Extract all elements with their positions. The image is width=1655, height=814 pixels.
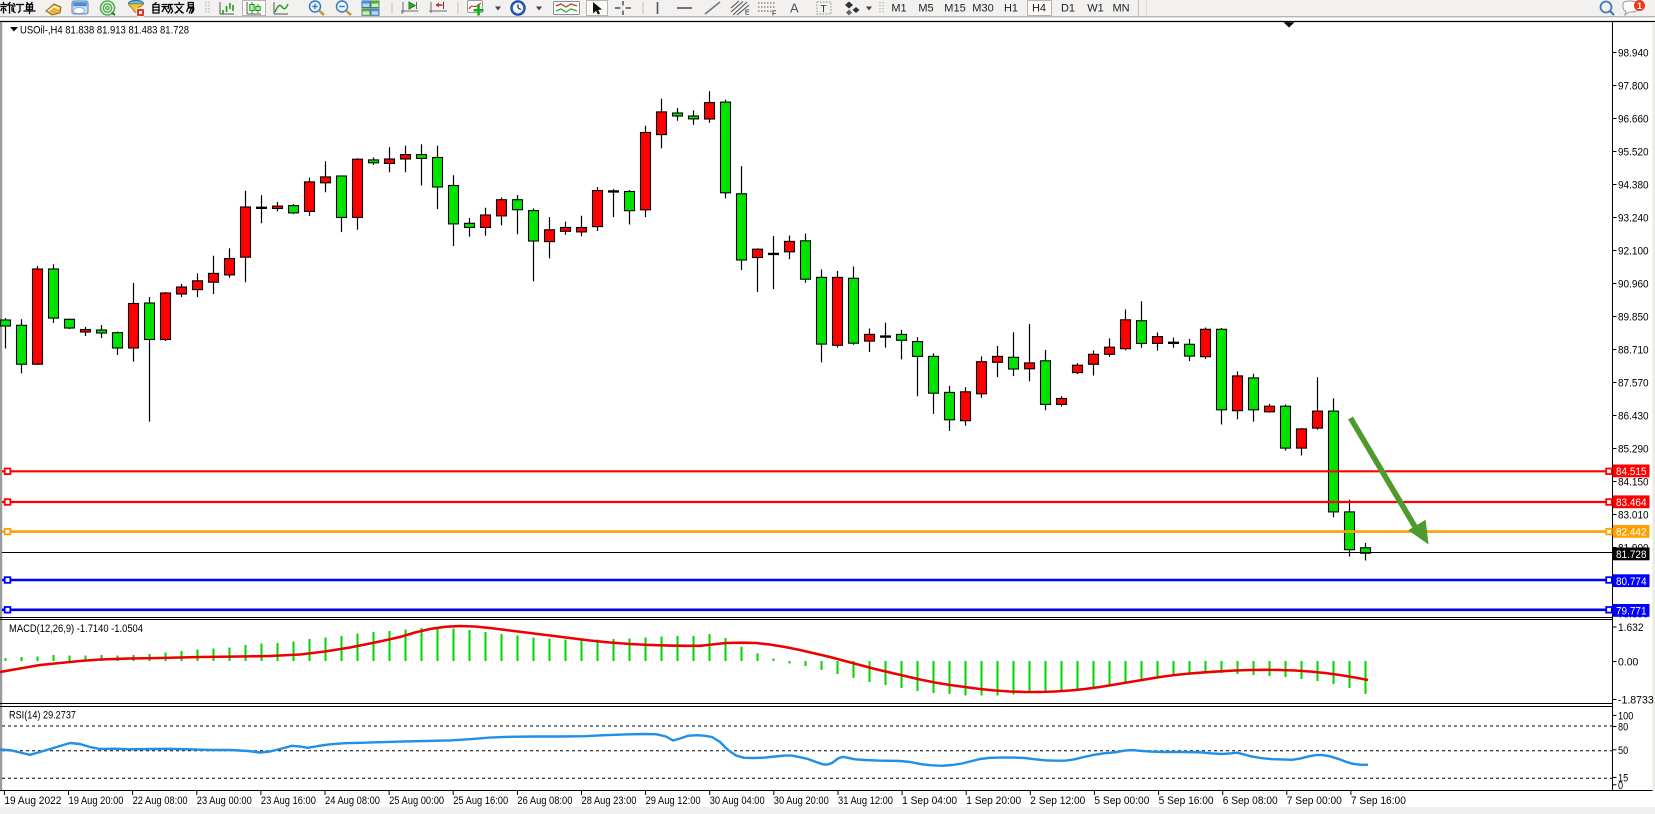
svg-text:7 Sep 00:00: 7 Sep 00:00 [1287,795,1342,807]
svg-text:85.290: 85.290 [1618,444,1649,456]
svg-text:83.464: 83.464 [1616,497,1647,509]
svg-text:95.520: 95.520 [1618,147,1649,159]
svg-text:0: 0 [1618,780,1623,792]
svg-text:19 Aug 20:00: 19 Aug 20:00 [69,795,124,807]
svg-text:F: F [772,11,776,18]
svg-text:98.940: 98.940 [1618,48,1649,60]
svg-text:84.515: 84.515 [1616,466,1647,478]
svg-text:100: 100 [1618,710,1633,722]
svg-text:5 Sep 00:00: 5 Sep 00:00 [1094,795,1149,807]
svg-text:1 Sep 20:00: 1 Sep 20:00 [966,795,1021,807]
svg-text:1.632: 1.632 [1618,622,1644,634]
svg-text:84.150: 84.150 [1618,477,1649,489]
svg-text:80.774: 80.774 [1616,576,1647,588]
svg-text:0.00: 0.00 [1618,657,1638,669]
svg-text:15: 15 [1618,773,1628,785]
svg-text:23 Aug 00:00: 23 Aug 00:00 [197,795,252,807]
svg-text:92.100: 92.100 [1618,246,1649,258]
svg-text:24 Aug 08:00: 24 Aug 08:00 [325,795,380,807]
svg-text:RSI(14) 29.2737: RSI(14) 29.2737 [9,710,76,722]
svg-text:M5: M5 [918,3,933,15]
svg-text:H1: H1 [1004,3,1018,15]
svg-text:6 Sep 08:00: 6 Sep 08:00 [1223,795,1278,807]
svg-text:88.710: 88.710 [1618,345,1649,357]
svg-text:50: 50 [1618,745,1628,757]
svg-text:89.850: 89.850 [1618,312,1649,324]
svg-text:2 Sep 12:00: 2 Sep 12:00 [1030,795,1085,807]
svg-text:28 Aug 23:00: 28 Aug 23:00 [582,795,637,807]
svg-text:25 Aug 16:00: 25 Aug 16:00 [453,795,508,807]
svg-text:M15: M15 [944,3,965,15]
svg-text:93.240: 93.240 [1618,213,1649,225]
svg-text:H4: H4 [1032,3,1046,15]
svg-text:22 Aug 08:00: 22 Aug 08:00 [133,795,188,807]
svg-text:D1: D1 [1061,3,1075,15]
svg-text:1 Sep 04:00: 1 Sep 04:00 [902,795,957,807]
svg-text:31 Aug 12:00: 31 Aug 12:00 [838,795,893,807]
svg-text:-1.8733: -1.8733 [1618,695,1654,707]
svg-text:83.010: 83.010 [1618,510,1649,522]
svg-text:5 Sep 16:00: 5 Sep 16:00 [1159,795,1214,807]
svg-text:30 Aug 20:00: 30 Aug 20:00 [774,795,829,807]
svg-text:M30: M30 [972,3,993,15]
svg-text:29 Aug 12:00: 29 Aug 12:00 [646,795,701,807]
svg-text:M1: M1 [891,3,906,15]
svg-text:23 Aug 16:00: 23 Aug 16:00 [261,795,316,807]
svg-text:87.570: 87.570 [1618,378,1649,390]
svg-text:90.960: 90.960 [1618,279,1649,291]
svg-text:E: E [745,10,750,17]
svg-text:1: 1 [1637,1,1642,11]
svg-text:T: T [821,4,827,15]
svg-text:MACD(12,26,9) -1.7140 -1.0504: MACD(12,26,9) -1.7140 -1.0504 [9,623,143,635]
svg-text:96.660: 96.660 [1618,114,1649,126]
svg-text:97.800: 97.800 [1618,81,1649,93]
svg-text:30 Aug 04:00: 30 Aug 04:00 [710,795,765,807]
svg-text:82.442: 82.442 [1616,527,1647,539]
svg-text:MN: MN [1112,3,1129,15]
svg-text:86.430: 86.430 [1618,411,1649,423]
svg-text:A: A [790,1,799,16]
svg-text:7 Sep 16:00: 7 Sep 16:00 [1351,795,1406,807]
svg-text:W1: W1 [1087,3,1104,15]
svg-text:81.728: 81.728 [1616,549,1647,561]
svg-text:26 Aug 08:00: 26 Aug 08:00 [517,795,572,807]
svg-text:80: 80 [1618,722,1628,734]
svg-text:94.380: 94.380 [1618,180,1649,192]
svg-text:USOil-,H4 81.838 81.913 81.48: USOil-,H4 81.838 81.913 81.483 81.728 [20,25,189,37]
svg-text:79.771: 79.771 [1616,606,1647,618]
svg-text:19 Aug 2022: 19 Aug 2022 [4,795,61,807]
svg-text:25 Aug 00:00: 25 Aug 00:00 [389,795,444,807]
